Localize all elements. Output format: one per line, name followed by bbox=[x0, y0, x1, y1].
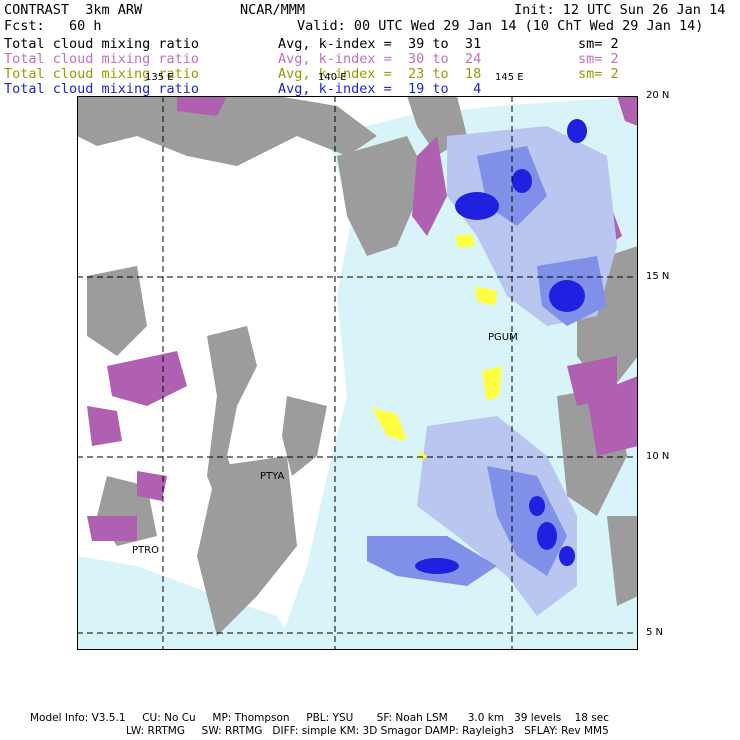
legend-2-smooth: sm= 2 bbox=[578, 51, 619, 67]
forecast-hour: Fcst: 60 h bbox=[4, 18, 102, 34]
model-title: CONTRAST 3km ARW bbox=[4, 2, 143, 18]
lat-label-20: 20 N bbox=[646, 90, 670, 101]
legend-1-range: Avg, k-index = 39 to 31 bbox=[278, 36, 482, 52]
convection-bands bbox=[367, 119, 617, 616]
legend-1-smooth: sm= 2 bbox=[578, 36, 619, 52]
legend-3-smooth: sm= 2 bbox=[578, 66, 619, 82]
lat-label-10: 10 N bbox=[646, 451, 670, 462]
station-ptro: PTRO bbox=[132, 545, 159, 556]
low-level-cloud bbox=[372, 234, 502, 461]
lat-label-15: 15 N bbox=[646, 271, 670, 282]
lon-label-145: 145 E bbox=[495, 72, 524, 83]
legend-2-field: Total cloud mixing ratio bbox=[4, 51, 200, 67]
legend-3-field: Total cloud mixing ratio bbox=[4, 66, 200, 82]
legend-4-field: Total cloud mixing ratio bbox=[4, 81, 200, 97]
valid-time: Valid: 00 UTC Wed 29 Jan 14 (10 ChT Wed … bbox=[297, 18, 704, 34]
legend-2-range: Avg, k-index = 30 to 24 bbox=[278, 51, 482, 67]
legend-1-field: Total cloud mixing ratio bbox=[4, 36, 200, 52]
legend-3-range: Avg, k-index = 23 to 18 bbox=[278, 66, 482, 82]
station-ptya: PTYA bbox=[260, 471, 285, 482]
mid-cloud-patches bbox=[87, 96, 638, 541]
model-info-line-1: Model Info: V3.5.1 CU: No Cu MP: Thompso… bbox=[30, 712, 609, 724]
lon-label-140: 140 E bbox=[318, 72, 347, 83]
high-cloud-patches bbox=[77, 96, 638, 636]
legend-4-range: Avg, k-index = 19 to 4 bbox=[278, 81, 482, 97]
lat-label-5: 5 N bbox=[646, 627, 664, 638]
center-label: NCAR/MMM bbox=[240, 2, 306, 18]
lon-label-135: 135 E bbox=[145, 72, 174, 83]
init-time: Init: 12 UTC Sun 26 Jan 14 bbox=[514, 2, 726, 18]
station-pgum: PGUM bbox=[488, 332, 518, 343]
model-info-line-2: LW: RRTMG SW: RRTMG DIFF: simple KM: 3D … bbox=[126, 725, 609, 737]
cloud-map bbox=[77, 96, 638, 650]
lat-lon-grid bbox=[77, 96, 638, 650]
